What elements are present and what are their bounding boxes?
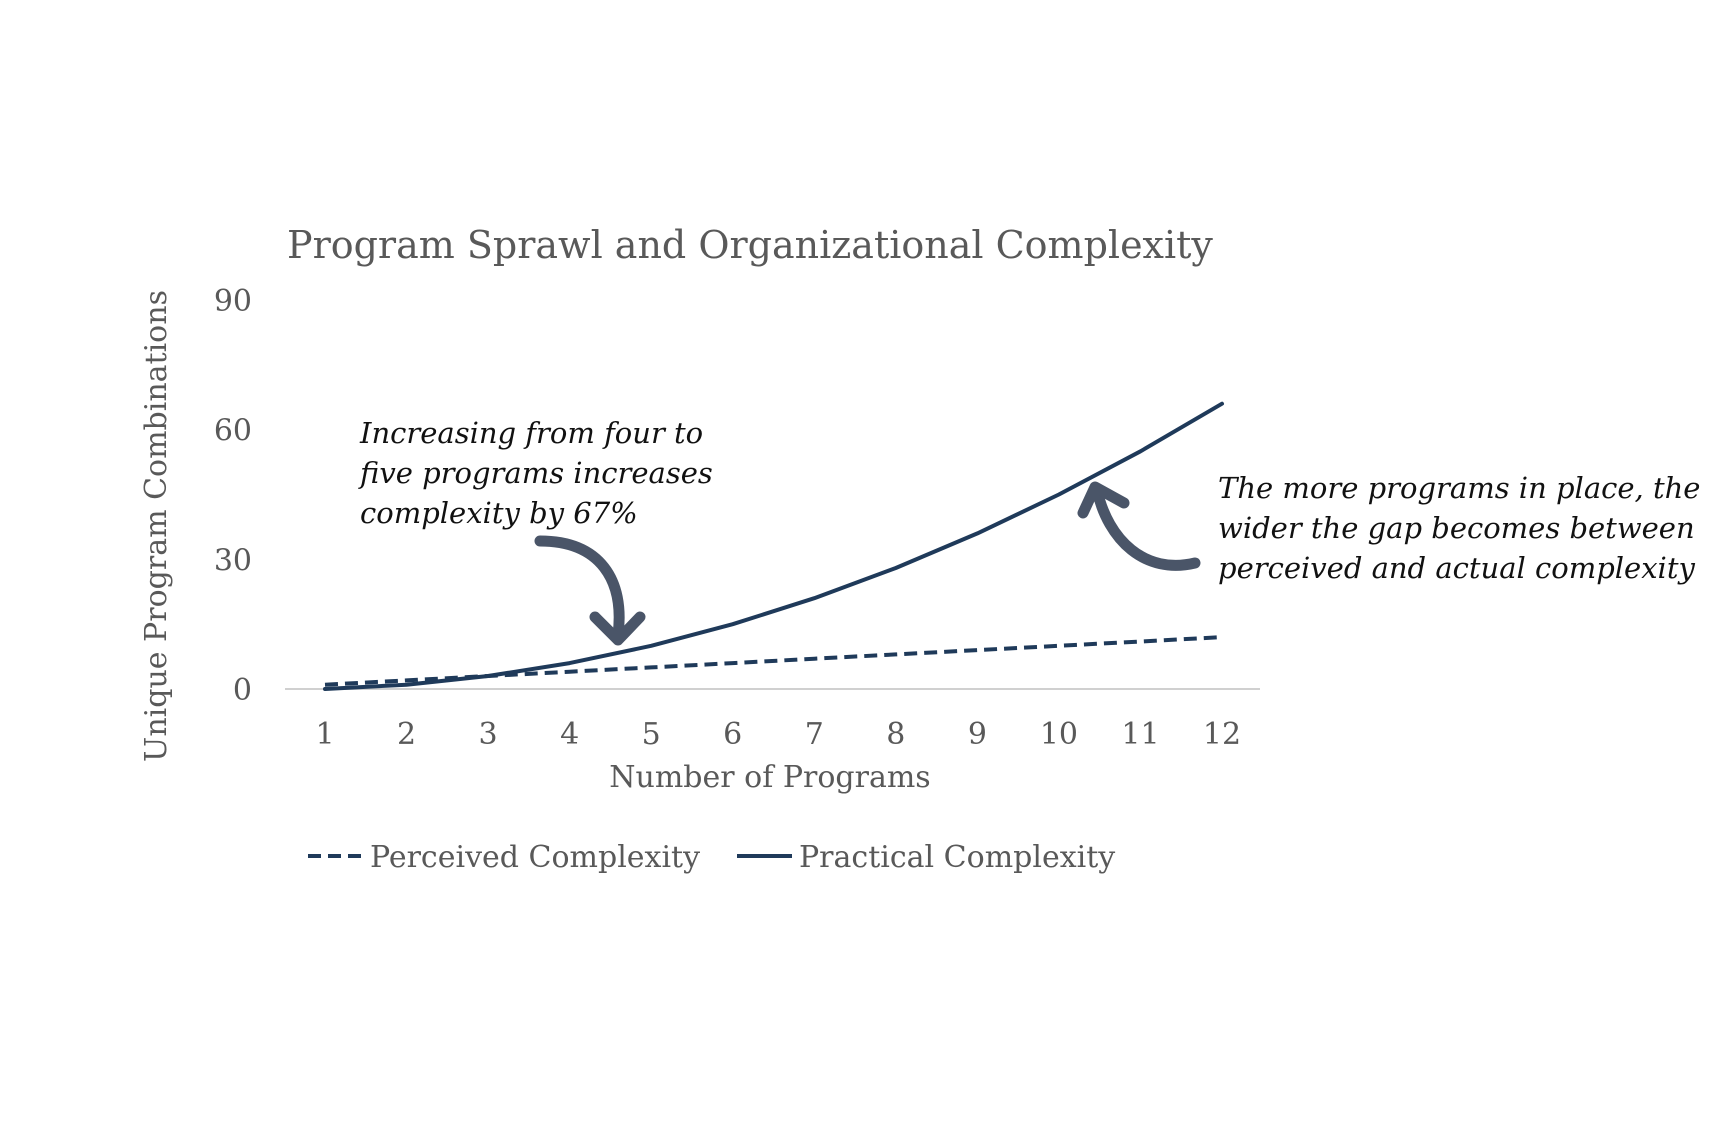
- x-tick-label: 5: [642, 717, 661, 752]
- x-tick-label: 1: [315, 717, 334, 752]
- annotation-four-to-five: Increasing from four to five programs in…: [358, 416, 713, 646]
- x-tick-label: 3: [479, 717, 498, 752]
- annotation-gap-line-3: perceived and actual complexity: [1218, 551, 1695, 585]
- y-tick-label: 90: [214, 284, 252, 319]
- annotation-gap-line-2: wider the gap becomes between: [1218, 511, 1695, 545]
- y-axis-ticks: 0 30 60 90: [214, 284, 252, 708]
- chart-title: Program Sprawl and Organizational Comple…: [287, 223, 1213, 267]
- legend-label: Practical Complexity: [799, 840, 1115, 875]
- series-line-practical-complexity: [323, 401, 1224, 691]
- y-tick-label: 60: [214, 414, 252, 449]
- annotation-gap: The more programs in place, the wider th…: [1077, 471, 1700, 585]
- x-tick-label: 6: [723, 717, 742, 752]
- x-tick-label: 8: [886, 717, 905, 752]
- x-tick-label: 12: [1203, 717, 1241, 752]
- annotation-four-to-five-line-3: complexity by 67%: [360, 496, 638, 530]
- arrow-2-head: [1077, 481, 1130, 519]
- legend: Perceived Complexity Practical Complexity: [308, 840, 1115, 875]
- annotation-four-to-five-line-2: five programs increases: [358, 456, 713, 490]
- series-layer: [323, 401, 1224, 691]
- y-tick-label: 30: [214, 543, 252, 578]
- arrow-1-head: [589, 611, 646, 646]
- curved-arrow-up-left-icon: [1091, 484, 1201, 571]
- x-tick-label: 10: [1040, 717, 1078, 752]
- y-tick-label: 0: [233, 673, 252, 708]
- x-tick-label: 7: [805, 717, 824, 752]
- y-axis-label: Unique Program Combinations: [139, 290, 174, 762]
- annotation-gap-line-1: The more programs in place, the: [1218, 471, 1700, 505]
- x-axis-ticks: 1 2 3 4 5 6 7 8 9 10 11 12: [315, 717, 1241, 752]
- x-tick-label: 9: [968, 717, 987, 752]
- x-axis-label: Number of Programs: [609, 760, 930, 795]
- annotation-four-to-five-line-1: Increasing from four to: [359, 416, 703, 450]
- x-tick-label: 4: [560, 717, 579, 752]
- curved-arrow-down-icon: [534, 535, 625, 641]
- legend-label: Perceived Complexity: [370, 840, 700, 875]
- x-tick-label: 11: [1121, 717, 1159, 752]
- x-tick-label: 2: [397, 717, 416, 752]
